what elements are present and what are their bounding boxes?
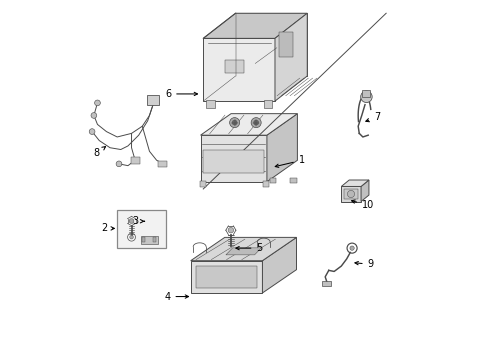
- Circle shape: [253, 120, 258, 125]
- Circle shape: [94, 100, 100, 106]
- Circle shape: [129, 219, 134, 223]
- Bar: [203, 149, 264, 173]
- Bar: [142, 237, 145, 242]
- Polygon shape: [225, 248, 261, 255]
- Circle shape: [129, 235, 133, 239]
- Text: 3: 3: [133, 216, 144, 226]
- Bar: [146, 95, 159, 105]
- Text: 2: 2: [101, 224, 114, 233]
- Polygon shape: [360, 180, 368, 202]
- Bar: [278, 32, 292, 57]
- Circle shape: [232, 120, 237, 125]
- Bar: [206, 100, 215, 108]
- Polygon shape: [203, 39, 274, 101]
- Text: 5: 5: [235, 243, 262, 253]
- Bar: [117, 211, 165, 248]
- Polygon shape: [190, 237, 296, 261]
- Bar: [362, 90, 369, 97]
- Polygon shape: [190, 261, 262, 293]
- Circle shape: [346, 190, 354, 198]
- Polygon shape: [200, 135, 266, 182]
- Text: 1: 1: [275, 155, 305, 167]
- Bar: [263, 100, 272, 108]
- Bar: [224, 60, 244, 73]
- Circle shape: [229, 118, 239, 128]
- Circle shape: [227, 228, 233, 233]
- Bar: [140, 236, 158, 244]
- Polygon shape: [203, 13, 306, 39]
- Circle shape: [251, 118, 261, 128]
- Polygon shape: [262, 237, 296, 293]
- Text: 10: 10: [351, 200, 374, 210]
- Circle shape: [116, 161, 122, 167]
- Polygon shape: [266, 114, 297, 182]
- Text: 7: 7: [365, 112, 380, 122]
- Bar: [200, 181, 206, 187]
- Polygon shape: [341, 186, 360, 202]
- Text: 4: 4: [164, 292, 188, 302]
- Polygon shape: [196, 266, 257, 288]
- Bar: [321, 282, 330, 286]
- Bar: [158, 161, 166, 167]
- Bar: [262, 181, 268, 187]
- Polygon shape: [274, 13, 306, 101]
- Bar: [153, 237, 156, 242]
- Polygon shape: [341, 180, 368, 186]
- Circle shape: [360, 91, 371, 103]
- Text: 6: 6: [165, 89, 197, 99]
- Bar: [290, 178, 296, 183]
- Polygon shape: [200, 114, 297, 135]
- Text: 9: 9: [354, 259, 373, 269]
- Text: 8: 8: [94, 147, 105, 158]
- Polygon shape: [235, 13, 306, 76]
- Bar: [343, 189, 357, 199]
- Circle shape: [349, 246, 353, 250]
- Bar: [131, 157, 140, 164]
- Bar: [269, 178, 276, 183]
- Circle shape: [91, 113, 97, 118]
- Circle shape: [89, 129, 95, 134]
